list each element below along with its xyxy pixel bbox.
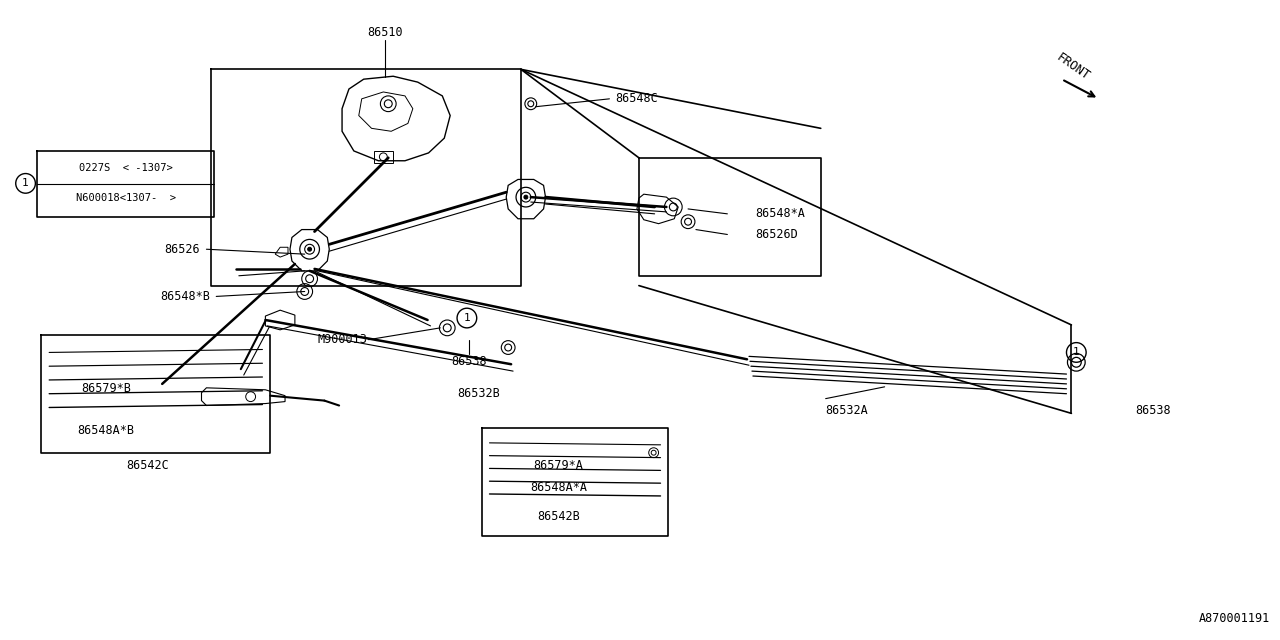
Text: 86579*B: 86579*B [81, 382, 131, 396]
Text: 86526D: 86526D [755, 228, 797, 241]
Text: 86538: 86538 [451, 355, 486, 368]
Text: N600018<1307-  >: N600018<1307- > [76, 193, 175, 203]
Text: A870001191: A870001191 [1199, 612, 1271, 625]
Text: 86532B: 86532B [457, 387, 500, 400]
Text: 86548A*A: 86548A*A [530, 481, 586, 493]
Text: 86542C: 86542C [125, 459, 169, 472]
Text: 86542B: 86542B [536, 510, 580, 523]
Text: M900013: M900013 [317, 333, 367, 346]
Text: 86548C: 86548C [616, 92, 658, 106]
Circle shape [524, 195, 527, 199]
Text: 86548A*B: 86548A*B [78, 424, 134, 436]
Text: 86579*A: 86579*A [534, 459, 584, 472]
Text: 1: 1 [22, 179, 29, 188]
Text: 86510: 86510 [367, 26, 403, 40]
Text: 1: 1 [463, 313, 470, 323]
Text: 86532A: 86532A [826, 404, 868, 417]
Circle shape [307, 247, 311, 251]
Text: 86548*A: 86548*A [755, 207, 805, 220]
Text: 86538: 86538 [1135, 404, 1171, 417]
Text: 0227S  < -1307>: 0227S < -1307> [79, 163, 173, 173]
Text: 86526: 86526 [164, 243, 200, 256]
Text: FRONT: FRONT [1053, 51, 1092, 83]
Text: 1: 1 [1073, 348, 1080, 357]
Text: 86548*B: 86548*B [160, 290, 210, 303]
